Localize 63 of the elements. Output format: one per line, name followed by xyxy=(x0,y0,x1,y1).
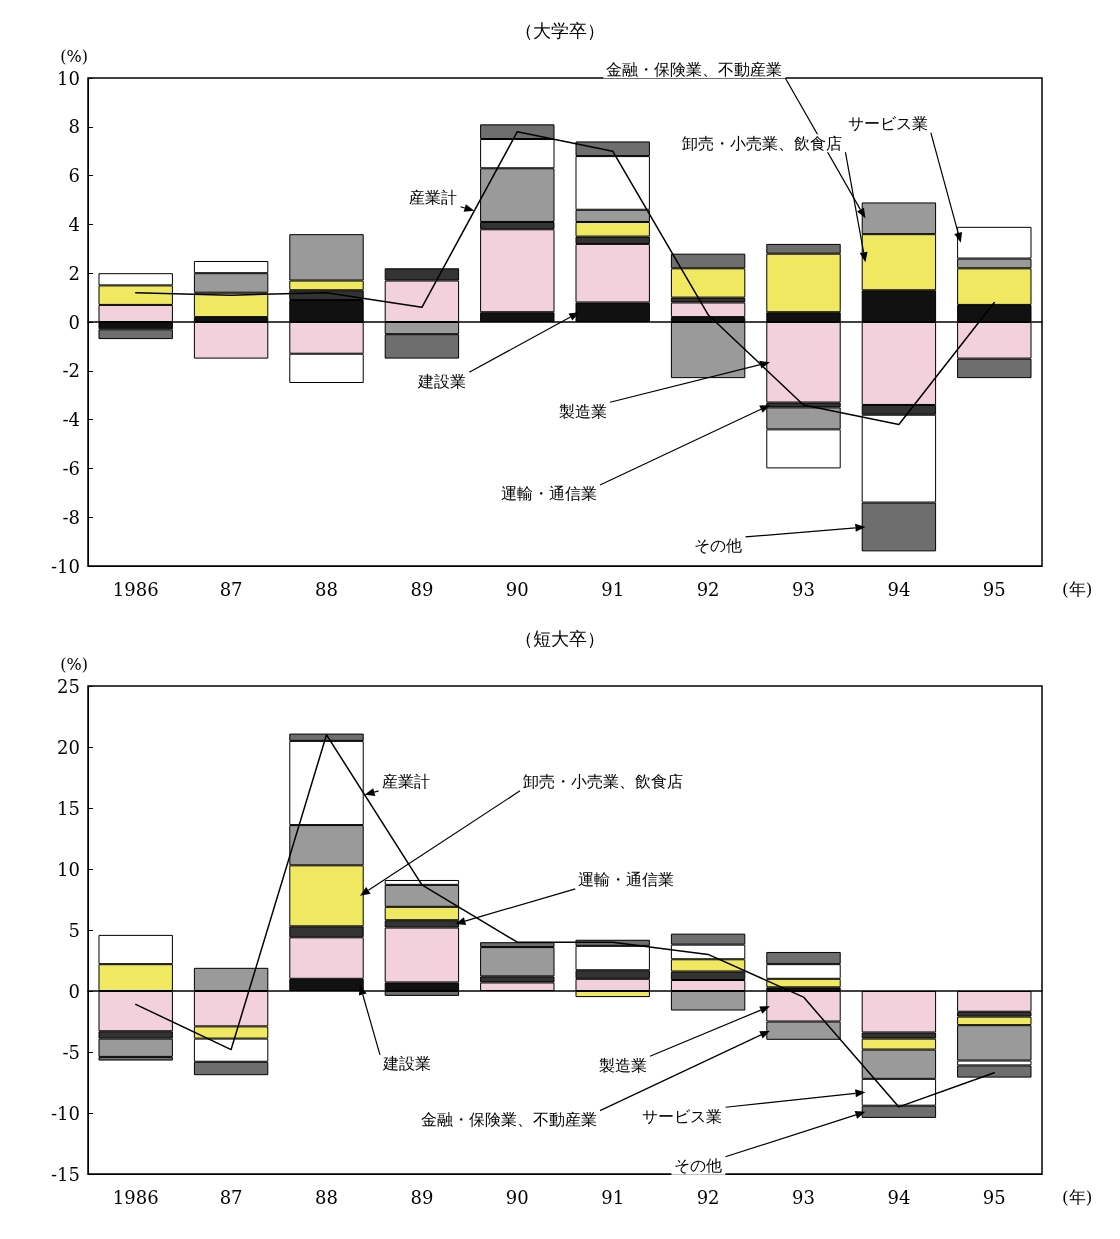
text: 建設業 xyxy=(381,1054,431,1074)
text: 金融・保険業、不動産業 xyxy=(421,1110,598,1130)
y-tick-label: -2 xyxy=(62,360,80,382)
x-tick-label: 95 xyxy=(982,1186,1006,1208)
x-tick-label: 92 xyxy=(696,1186,720,1208)
y-axis-title: (%) xyxy=(60,654,88,674)
y-tick-label: -6 xyxy=(62,457,80,479)
y-tick-label: 2 xyxy=(68,262,80,284)
y-tick-label: -4 xyxy=(62,409,80,431)
x-tick-label: 88 xyxy=(315,578,338,600)
text: 運輸・通信業 xyxy=(578,870,675,890)
x-tick-label: 94 xyxy=(887,1186,911,1208)
x-tick-label: 89 xyxy=(410,578,434,600)
y-axis-title: (%) xyxy=(60,46,88,66)
x-tick-label: 93 xyxy=(792,578,815,600)
x-tick-label: 87 xyxy=(219,1186,243,1208)
y-tick-label: 25 xyxy=(57,675,80,697)
bar xyxy=(670,302,746,318)
chart-title: （大学卒） xyxy=(515,19,605,41)
x-axis-title: (年) xyxy=(1062,1186,1093,1207)
text: 運輸・通信業 xyxy=(501,484,598,504)
y-tick-label: 6 xyxy=(68,165,80,187)
text: サービス業 xyxy=(642,1106,723,1126)
x-tick-label: 91 xyxy=(601,1186,625,1208)
y-tick-label: -8 xyxy=(62,506,80,528)
x-tick-label: 92 xyxy=(696,578,720,600)
x-tick-label: 90 xyxy=(505,578,529,600)
y-tick-label: 10 xyxy=(57,67,80,89)
y-tick-label: 20 xyxy=(57,736,80,758)
y-tick-label: 10 xyxy=(57,858,80,880)
x-tick-label: 89 xyxy=(410,1186,434,1208)
text: 卸売・小売業、飲食店 xyxy=(682,133,843,153)
y-tick-label: 4 xyxy=(68,213,80,235)
y-tick-label: -10 xyxy=(51,555,80,577)
legend-label: 産業計 xyxy=(381,772,430,792)
x-tick-label: 90 xyxy=(505,1186,529,1208)
y-tick-label: 8 xyxy=(68,116,80,138)
y-tick-label: -10 xyxy=(51,1102,80,1124)
text: サービス業 xyxy=(847,114,928,134)
x-tick-label: 91 xyxy=(601,578,625,600)
text: 製造業 xyxy=(599,1055,648,1075)
x-tick-label: 94 xyxy=(887,578,911,600)
x-tick-label: 87 xyxy=(219,578,243,600)
text: 卸売・小売業、飲食店 xyxy=(522,772,683,792)
legend-label: 産業計 xyxy=(409,188,458,208)
y-tick-label: -15 xyxy=(51,1163,80,1185)
y-tick-label: 0 xyxy=(68,311,80,333)
chart-title: （短大卒） xyxy=(515,627,605,649)
x-tick-label: 93 xyxy=(792,1186,815,1208)
text: 製造業 xyxy=(559,401,608,421)
x-tick-label: 88 xyxy=(315,1186,338,1208)
text: 金融・保険業、不動産業 xyxy=(606,59,783,79)
x-tick-label: 95 xyxy=(982,578,1006,600)
x-tick-label: 1986 xyxy=(112,578,159,600)
x-axis-title: (年) xyxy=(1062,578,1093,599)
y-tick-label: 15 xyxy=(57,797,80,819)
x-tick-label: 1986 xyxy=(112,1186,159,1208)
text: その他 xyxy=(674,1156,723,1176)
text: その他 xyxy=(694,536,743,556)
y-tick-label: 0 xyxy=(68,980,80,1002)
y-tick-label: -5 xyxy=(62,1041,80,1063)
text: 建設業 xyxy=(417,371,467,391)
y-tick-label: 5 xyxy=(68,919,80,941)
